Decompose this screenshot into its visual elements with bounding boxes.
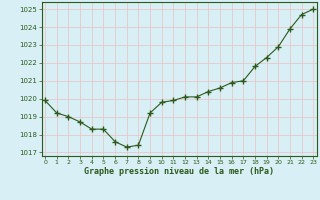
X-axis label: Graphe pression niveau de la mer (hPa): Graphe pression niveau de la mer (hPa) bbox=[84, 167, 274, 176]
